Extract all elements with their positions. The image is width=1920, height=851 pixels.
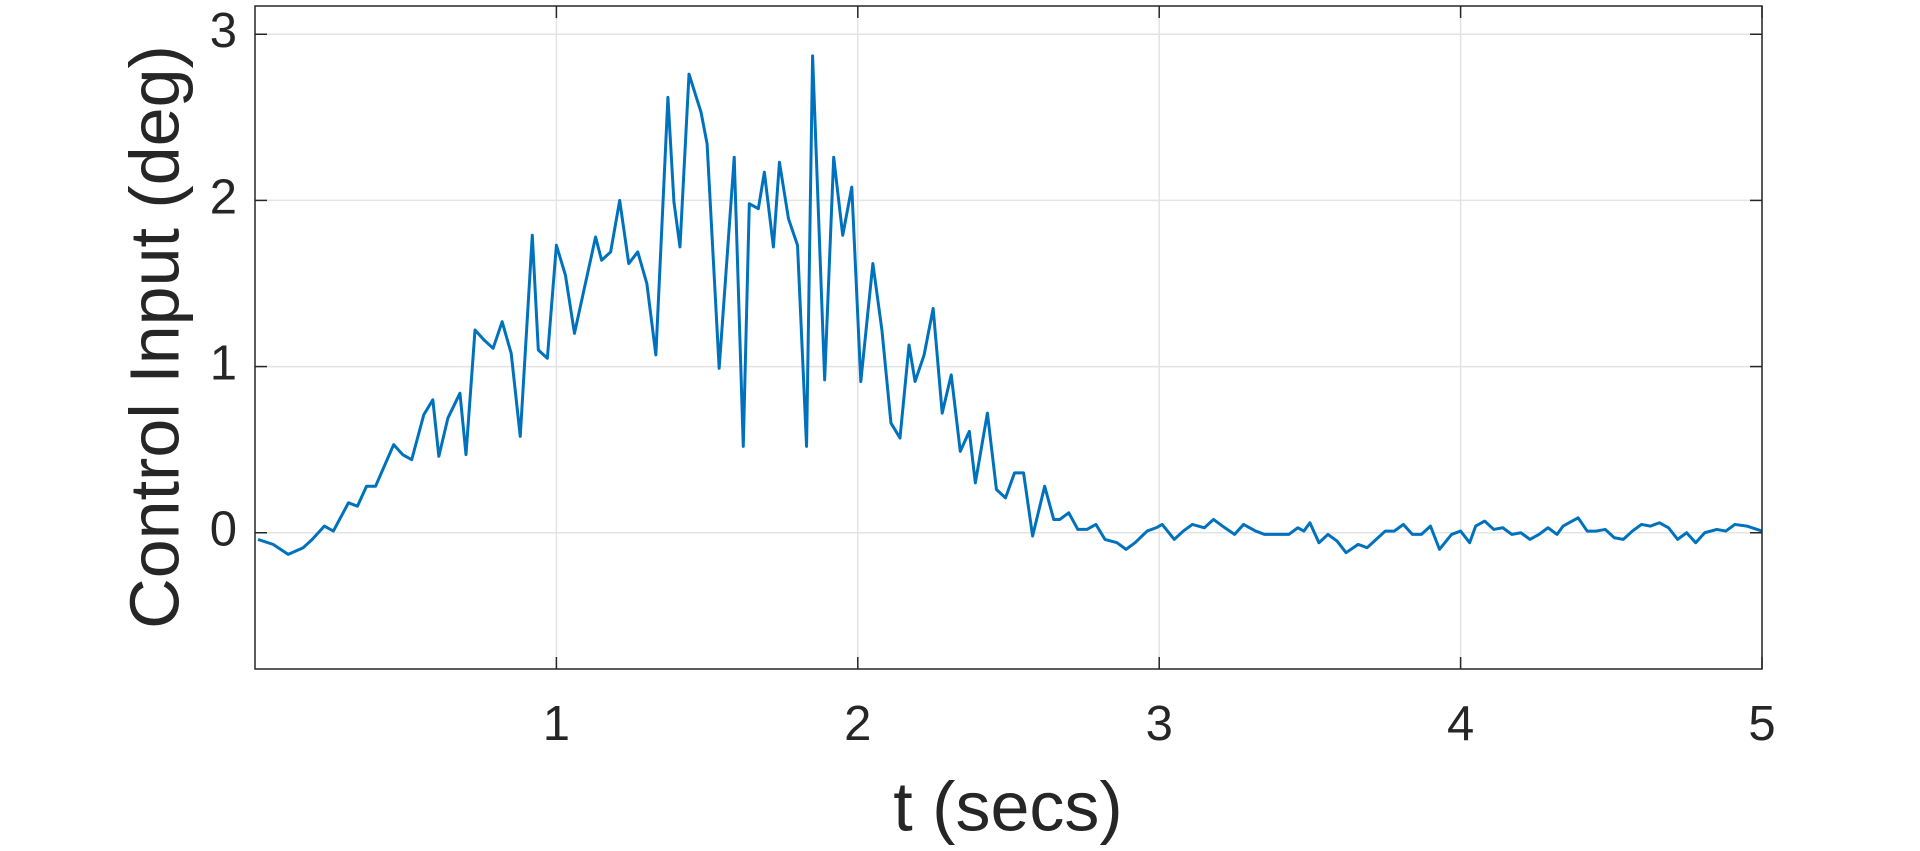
y-tick-label: 3 (210, 4, 237, 58)
x-tick-label: 5 (1748, 697, 1775, 751)
x-tick-label: 4 (1447, 697, 1474, 751)
x-tick-label: 3 (1146, 697, 1173, 751)
y-tick-label: 0 (210, 503, 237, 557)
y-tick-label: 1 (210, 337, 237, 391)
y-tick-label: 2 (210, 170, 237, 224)
x-tick-label: 2 (844, 697, 871, 751)
data-line (257, 54, 1763, 556)
x-axis-label: t (secs) (893, 767, 1122, 845)
x-tick-label: 1 (543, 697, 570, 751)
y-axis-label: Control Input (deg) (115, 45, 193, 629)
axes-box (254, 5, 1763, 670)
